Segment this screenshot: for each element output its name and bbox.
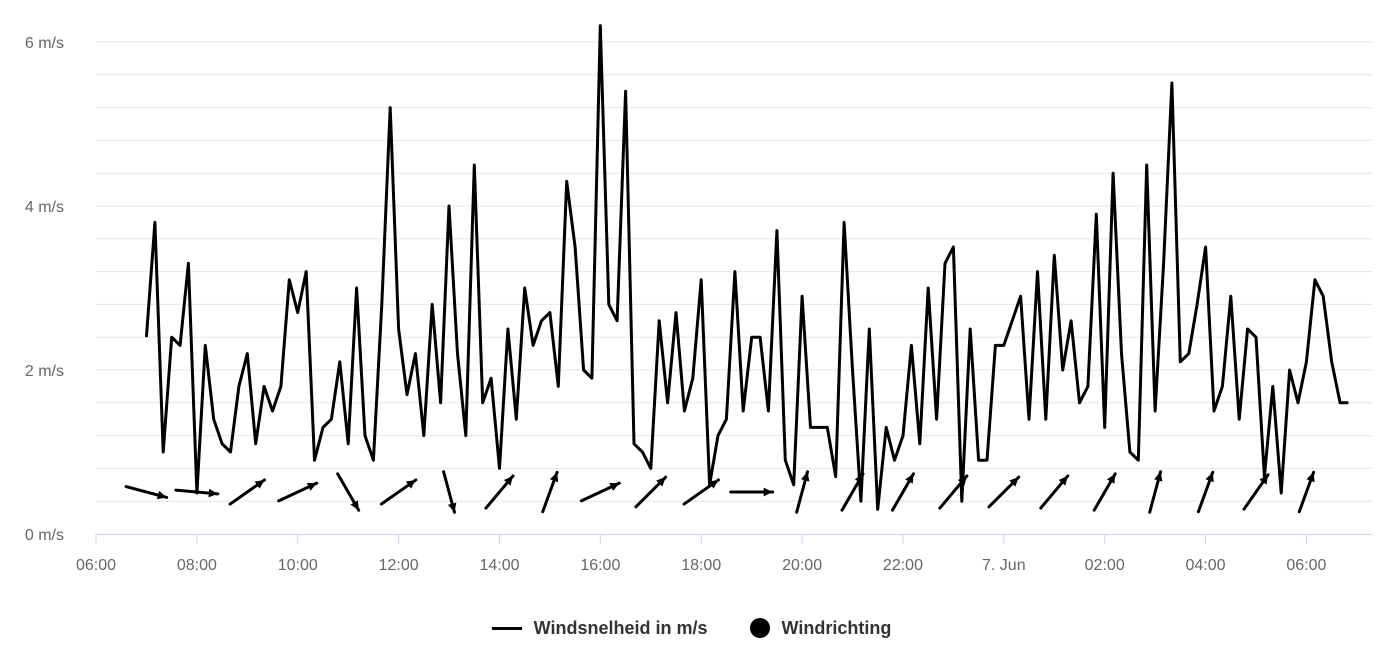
legend-item-wind-speed[interactable]: Windsnelheid in m/s [491,617,708,639]
wind-direction-arrow [840,472,865,512]
x-tick-label: 06:00 [1286,557,1326,574]
x-tick-label: 10:00 [278,557,318,574]
circle-symbol-icon [749,618,770,638]
wind-direction-arrow [1148,470,1163,514]
legend-item-wind-direction[interactable]: Windrichting [749,617,892,639]
wind-direction-arrow [682,478,720,506]
x-tick-label: 06:00 [76,557,116,574]
wind-speed-line [144,24,1349,511]
x-tick-label: 18:00 [681,557,721,574]
wind-chart: 06:00 08:00 10:00 12:00 14:00 16:00 18:00 20:00… [25,24,1372,574]
wind-direction-arrow [484,474,515,510]
x-tick-label: 22:00 [883,557,923,574]
x-tick-label: 12:00 [379,557,419,574]
y-axis-labels: 0 m/s 2 m/s 4 m/s 6 m/s [25,35,64,544]
wind-direction-arrow [579,481,621,503]
x-tick-label: 04:00 [1186,557,1226,574]
wind-direction-arrow [987,475,1021,509]
x-tick-label: 14:00 [479,557,519,574]
wind-direction-arrow [1039,474,1070,510]
legend-label-wind-direction: Windrichting [781,617,892,638]
x-tick-label: 02:00 [1085,557,1125,574]
wind-direction-arrow [795,470,810,514]
wind-direction-arrow [890,472,915,512]
wind-direction-arrow [938,474,969,510]
x-axis: 06:00 08:00 10:00 12:00 14:00 16:00 18:00 20:00… [76,534,1372,574]
x-tick-label: 20:00 [782,557,822,574]
x-tick-label: 16:00 [580,557,620,574]
x-tick-label: 08:00 [177,557,217,574]
wind-direction-arrow [379,478,418,506]
wind-direction-arrow [634,475,668,509]
wind-direction-arrow [1242,473,1270,511]
wind-direction-series [124,470,1316,514]
wind-direction-arrow [277,481,319,503]
y-tick-label: 6 m/s [25,35,64,52]
wind-direction-arrow [1092,472,1117,512]
y-tick-label: 2 m/s [25,363,64,380]
wind-direction-arrow [1196,470,1215,514]
wind-direction-arrow [442,470,457,514]
wind-direction-arrow [336,472,361,512]
wind-direction-arrow [1297,470,1316,514]
wind-direction-arrow [541,470,559,514]
wind-direction-arrow [228,478,267,506]
wind-direction-arrow [124,485,169,500]
x-tick-label: 7. Jun [982,557,1026,574]
wind-speed-series [144,24,1349,511]
wind-direction-arrow [729,487,775,497]
y-tick-label: 4 m/s [25,199,64,216]
y-tick-label: 0 m/s [25,527,64,544]
legend: Windsnelheid in m/s Windrichting [0,610,1383,646]
wind-direction-arrow [174,488,220,498]
line-symbol-icon [491,626,522,630]
legend-label-wind-speed: Windsnelheid in m/s [533,617,708,638]
